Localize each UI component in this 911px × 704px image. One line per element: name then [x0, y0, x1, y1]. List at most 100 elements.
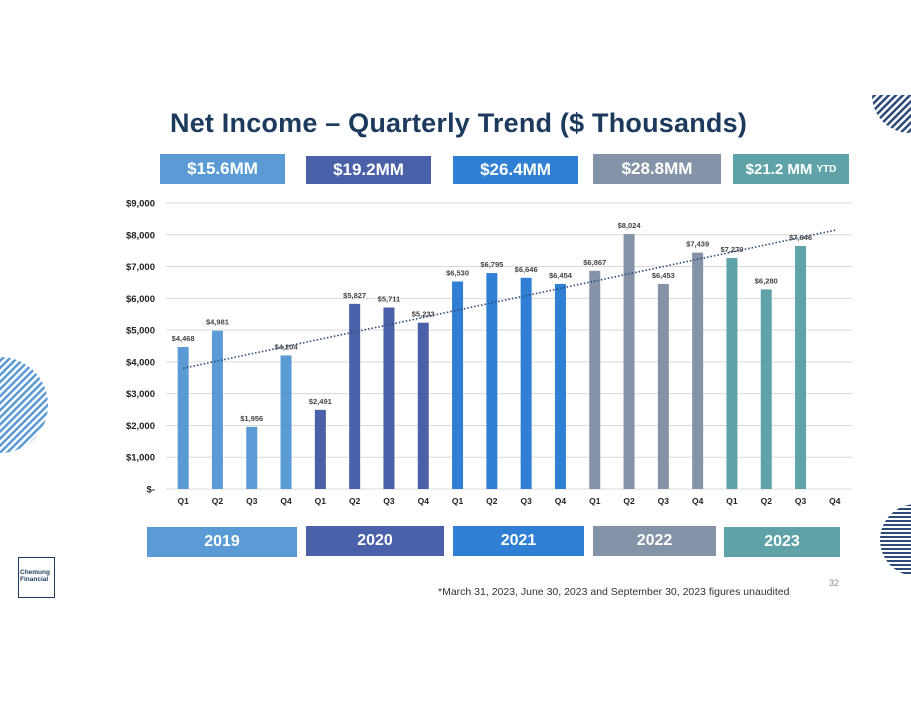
bar — [795, 246, 807, 489]
year-2019: 2019 — [147, 527, 297, 557]
logo-line2: Financial — [20, 576, 49, 583]
bar — [486, 273, 498, 489]
value-label: $6,646 — [515, 265, 538, 274]
decorative-circle-left — [0, 357, 48, 453]
value-label: $6,454 — [549, 271, 573, 280]
year-2023-label: 2023 — [764, 533, 800, 550]
y-tick-label: $4,000 — [126, 357, 155, 368]
ytd-label: YTD — [816, 163, 837, 175]
y-tick-label: $- — [147, 485, 155, 496]
bar — [760, 289, 772, 489]
y-tick-label: $9,000 — [126, 199, 155, 210]
value-label: $7,270 — [720, 245, 743, 254]
year-2021-label: 2021 — [500, 532, 537, 549]
y-tick-label: $7,000 — [126, 262, 155, 273]
year-2020: 2020 — [306, 526, 444, 556]
value-label: $4,981 — [206, 318, 229, 327]
x-tick-label: Q3 — [246, 496, 258, 506]
trendline — [182, 229, 837, 370]
annual-total-2019-label: $15.6MM — [187, 159, 258, 178]
page-title: Net Income – Quarterly Trend ($ Thousand… — [170, 108, 748, 138]
x-tick-label: Q1 — [452, 496, 464, 506]
value-label: $6,530 — [446, 268, 469, 277]
x-tick-label: Q2 — [212, 496, 224, 506]
x-tick-label: Q1 — [177, 496, 189, 506]
value-label: $6,280 — [755, 276, 778, 285]
page-number: 32 — [829, 578, 840, 588]
value-label: $1,956 — [240, 414, 263, 423]
bar — [280, 355, 292, 489]
x-tick-label: Q1 — [726, 496, 738, 506]
x-tick-label: Q4 — [829, 496, 841, 506]
year-2020-label: 2020 — [357, 532, 393, 549]
value-label: $5,233 — [412, 310, 435, 319]
net-income-chart: $- $1,000 $2,000 $3,000 $4,000 $5,000 $6,000 $7… — [126, 199, 852, 506]
y-tick-label: $5,000 — [126, 326, 155, 337]
bar — [211, 330, 223, 489]
chart-gridlines — [166, 202, 852, 490]
logo-line1: Chemung — [20, 569, 50, 576]
x-tick-label: Q2 — [349, 496, 361, 506]
x-tick-label: Q4 — [692, 496, 704, 506]
value-label: $2,491 — [309, 397, 332, 406]
year-2023: 2023 — [724, 527, 840, 557]
annual-total-2022-label: $28.8MM — [621, 159, 693, 178]
value-label: $4,468 — [172, 334, 195, 343]
x-tick-label: Q4 — [418, 496, 430, 506]
x-tick-label: Q3 — [383, 496, 395, 506]
y-tick-label: $2,000 — [126, 421, 155, 432]
y-tick-label: $1,000 — [126, 453, 155, 464]
bar — [589, 270, 601, 489]
value-label: $5,827 — [343, 291, 366, 300]
y-tick-label: $8,000 — [126, 230, 155, 241]
footnote: *March 31, 2023, June 30, 2023 and Septe… — [438, 586, 790, 598]
bar — [726, 257, 738, 489]
y-tick-label: $6,000 — [126, 294, 155, 305]
bar — [623, 234, 635, 489]
value-label: $6,453 — [652, 271, 675, 280]
chart-bars — [177, 234, 807, 489]
value-label: $7,439 — [686, 240, 709, 249]
year-2022: 2022 — [593, 526, 716, 556]
x-tick-label: Q2 — [761, 496, 773, 506]
year-2021: 2021 — [453, 526, 584, 556]
bar — [349, 303, 361, 489]
y-tick-label: $3,000 — [126, 389, 155, 400]
x-tick-label: Q1 — [589, 496, 601, 506]
bar — [657, 283, 669, 489]
x-tick-label: Q2 — [623, 496, 635, 506]
bar — [452, 281, 464, 489]
x-tick-label: Q1 — [315, 496, 327, 506]
x-tick-label: Q4 — [555, 496, 567, 506]
value-label: $8,024 — [618, 221, 642, 230]
annual-total-2020: $19.2MM — [306, 156, 431, 184]
bar — [314, 409, 326, 489]
x-tick-label: Q3 — [795, 496, 807, 506]
bar — [554, 283, 566, 489]
annual-total-2023-label: $21.2 MM — [745, 160, 813, 178]
annual-total-2019: $15.6MM — [160, 154, 285, 184]
annual-total-2021: $26.4MM — [453, 156, 578, 184]
value-label: $6,795 — [480, 260, 503, 269]
annual-total-2020-label: $19.2MM — [333, 160, 404, 179]
annual-total-2022: $28.8MM — [593, 154, 721, 184]
company-logo: Chemung Financial — [18, 557, 55, 598]
value-label: $5,711 — [378, 295, 401, 304]
year-2022-label: 2022 — [636, 532, 673, 549]
annual-total-2021-label: $26.4MM — [480, 160, 551, 179]
bar — [520, 277, 532, 489]
bar — [177, 347, 189, 489]
year-2019-label: 2019 — [204, 533, 240, 550]
x-tick-label: Q3 — [520, 496, 532, 506]
decorative-circle-top-right — [872, 95, 911, 133]
annual-total-2023: $21.2 MM YTD — [733, 154, 849, 184]
x-tick-label: Q4 — [280, 496, 292, 506]
bar — [692, 252, 704, 489]
x-axis-ticks: Q1 Q2 Q3 Q4 Q1 Q2 Q3 Q4 Q1 Q2 Q3 Q4 Q1 Q2 Q3 Q4 Q1 Q2 Q3 Q4 — [177, 496, 840, 506]
bar — [383, 307, 395, 489]
value-label: $6,867 — [583, 258, 606, 267]
decorative-circle-bottom-right — [880, 504, 911, 576]
chart-value-labels: $4,468$4,981$1,956$4,204$2,491$5,827$5,7… — [172, 221, 812, 423]
x-tick-label: Q2 — [486, 496, 498, 506]
y-axis-ticks: $- $1,000 $2,000 $3,000 $4,000 $5,000 $6,000 $7… — [126, 199, 155, 496]
